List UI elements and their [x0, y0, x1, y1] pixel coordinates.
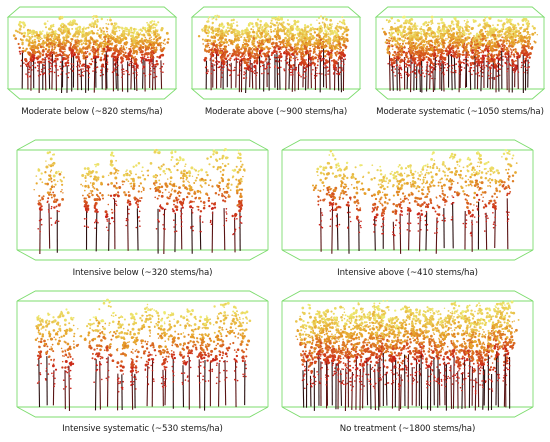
panel-no-treatment: No treatment (~1800 stems/ha)	[280, 287, 535, 439]
plot-box	[281, 290, 534, 418]
plot-box	[190, 6, 362, 100]
point-cloud-plot	[6, 6, 178, 100]
tree-points	[295, 299, 520, 411]
panel-intensive-systematic: Intensive systematic (~530 stems/ha)	[15, 287, 270, 439]
tree-points	[34, 298, 252, 411]
plot-box	[16, 290, 269, 418]
tree-points	[381, 15, 539, 93]
point-cloud-plot	[16, 290, 269, 418]
point-cloud-plot	[281, 290, 534, 418]
panel-caption: Intensive systematic (~530 stems/ha)	[62, 424, 223, 434]
panel-caption: Intensive above (~410 stems/ha)	[337, 268, 478, 278]
panel-caption: No treatment (~1800 stems/ha)	[339, 424, 476, 434]
point-cloud-plot	[374, 6, 546, 100]
panel-caption: Intensive below (~320 stems/ha)	[72, 268, 213, 278]
panel-caption: Moderate above (~900 stems/ha)	[204, 107, 348, 117]
plot-box	[374, 6, 546, 100]
point-cloud-plot	[281, 139, 534, 261]
tree-points	[311, 148, 518, 254]
panel-moderate-systematic: Moderate systematic (~1050 stems/ha)	[374, 3, 546, 123]
panel-caption: Moderate below (~820 stems/ha)	[21, 107, 163, 117]
plot-box	[6, 6, 178, 100]
panel-intensive-below: Intensive below (~320 stems/ha)	[15, 136, 270, 283]
panel-caption: Moderate systematic (~1050 stems/ha)	[376, 107, 544, 117]
panel-moderate-above: Moderate above (~900 stems/ha)	[190, 3, 362, 123]
point-cloud-plot	[16, 139, 269, 261]
tree-points	[197, 14, 350, 94]
point-cloud-plot	[190, 6, 362, 100]
panel-intensive-above: Intensive above (~410 stems/ha)	[280, 136, 535, 283]
panel-moderate-below: Moderate below (~820 stems/ha)	[6, 3, 178, 123]
tree-points	[33, 148, 246, 254]
tree-points	[12, 15, 170, 93]
plot-box	[16, 139, 269, 261]
plot-box	[281, 139, 534, 261]
